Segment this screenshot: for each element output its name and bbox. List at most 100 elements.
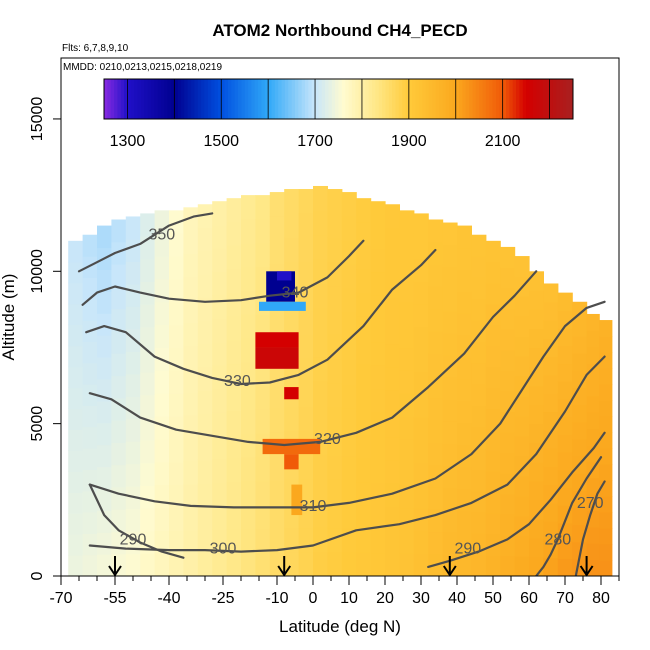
heatmap-cell [485,366,501,389]
heatmap-cell [97,422,112,446]
heatmap-cell [169,301,184,326]
heatmap-cell [241,218,256,244]
heatmap-column [327,189,343,576]
heatmap-cell [586,543,600,561]
x-tick-label: -40 [157,590,180,607]
heatmap-column [586,313,600,576]
heatmap-cell [298,261,314,287]
heatmap-cell [125,261,141,285]
heatmap-cell [543,502,559,522]
colorbar-swatch [358,79,363,119]
heatmap-cell [543,448,559,467]
heatmap-cell [599,496,613,513]
heatmap-cell [82,490,98,513]
colorbar-swatch [124,79,128,119]
heatmap-cell [241,361,256,387]
heatmap-cell [543,320,559,339]
heatmap-cell [97,532,112,555]
heatmap-column [68,240,84,576]
heatmap-cell [599,416,613,433]
heatmap-cell [154,507,170,531]
heatmap-cell [125,351,141,375]
colorbar-swatch [268,79,272,119]
colorbar-swatch [278,79,283,119]
heatmap-cell [370,505,386,530]
heatmap-cell [97,400,112,424]
heatmap-cell [169,530,184,554]
heatmap-cell [284,406,300,432]
x-tick-label: -70 [49,590,72,607]
heatmap-cell [442,509,458,533]
heatmap-cell [313,502,328,528]
heatmap-cell [341,264,357,289]
heatmap-cell [514,476,530,497]
heatmap-cell [341,384,357,409]
heatmap-cell [183,529,199,554]
heatmap-cell [413,304,429,328]
colorbar-swatch [412,79,417,119]
heatmap-cell [385,459,400,484]
heatmap-cell [226,269,242,294]
heatmap-cell [543,557,559,576]
heatmap-column [313,185,328,576]
heatmap-column [212,201,228,576]
heatmap-cell [269,528,285,553]
heatmap-cell [169,438,184,463]
heatmap-cell [212,435,228,460]
heatmap-cell [226,221,242,246]
heatmap-cell [385,227,400,252]
contour-label-280: 280 [544,531,571,548]
heatmap-cell [169,324,184,349]
heatmap-cell [399,233,415,257]
colorbar-swatch [114,79,118,119]
heatmap-cell [82,256,98,278]
heatmap-cell [599,400,613,417]
x-axis-title: Latitude (deg N) [279,617,401,636]
heatmap-cell [442,266,458,290]
heatmap-cell [586,412,600,430]
heatmap-cell [413,440,429,464]
heatmap-cell [183,276,199,301]
heatmap-cell [385,250,400,275]
heatmap-column [284,189,300,576]
colorbar-swatch [107,79,112,119]
heatmap-cell [599,432,613,449]
heatmap-cell [97,291,112,314]
colorbar-swatch [485,79,490,119]
heatmap-cell [197,297,213,322]
heatmap-cell [557,363,573,382]
colorbar-swatch [385,79,390,119]
colorbar-swatch [425,79,430,119]
heatmap-cell [111,420,127,443]
y-tick-label: 10000 [29,249,46,294]
heatmap-cell [111,375,127,399]
heatmap-cell [212,365,228,390]
heatmap-cell [442,399,458,422]
heatmap-column [442,222,458,576]
colorbar-swatch [120,79,125,119]
heatmap-cell [399,416,415,440]
heatmap-cell [399,347,415,371]
heatmap-cell [370,458,386,483]
heatmap-cell [169,256,184,280]
heatmap-cell [514,496,530,517]
heatmap-cell [241,456,256,482]
colorbar-swatch [402,79,406,119]
colorbar-swatch [415,79,420,119]
colorbar-swatch [197,79,202,119]
heatmap-cell [111,486,127,510]
heatmap-cell [500,288,516,310]
dates-note: MMDD: 0210,0213,0215,0218,0219 [63,62,222,73]
heatmap-cell [442,244,458,268]
heatmap-cell [413,281,429,305]
heatmap-cell [241,290,256,315]
colorbar-swatch [204,79,209,119]
colorbar-swatch [509,79,514,119]
heatmap-cell [140,372,156,396]
heatmap-cell [485,324,501,347]
heatmap-cell [471,384,487,406]
heatmap-cell [500,493,516,515]
heatmap-cell [341,408,357,433]
heatmap-column [413,213,429,576]
